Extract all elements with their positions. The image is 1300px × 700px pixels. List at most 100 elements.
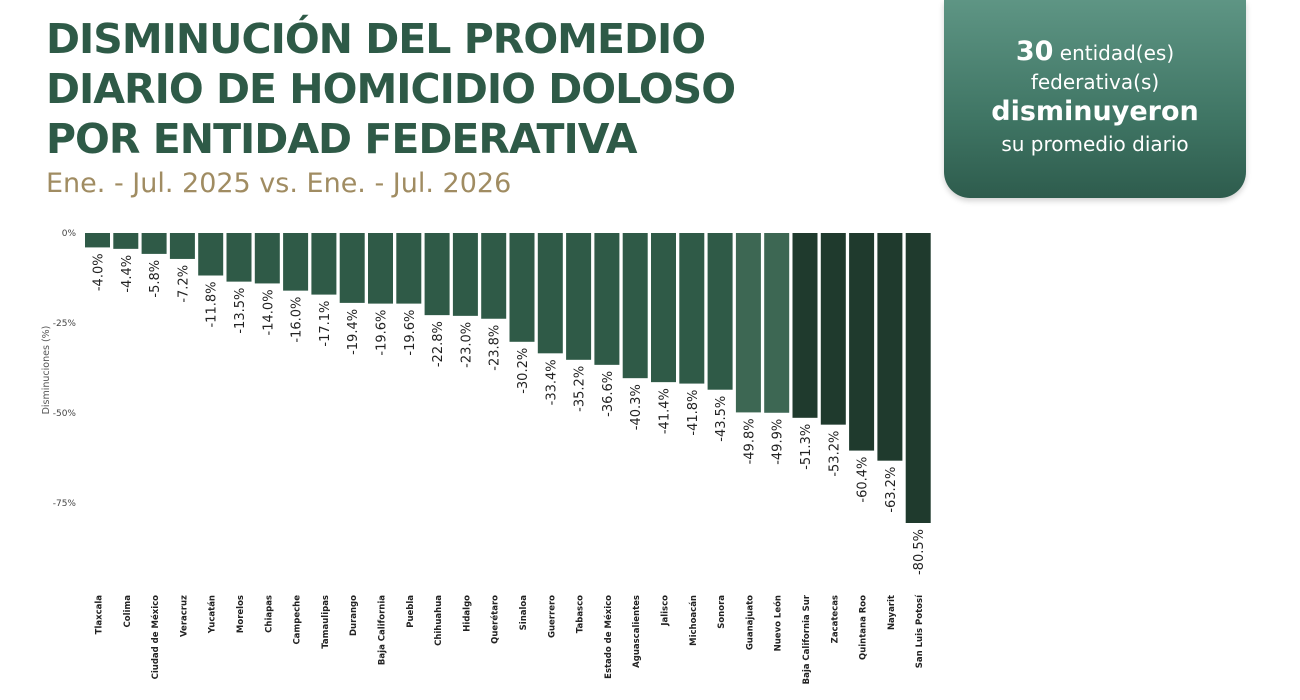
bar-value-label: -4.0% — [92, 253, 107, 291]
category-label: Jalisco — [661, 595, 671, 627]
callout-line-2: federativa(s) — [1030, 70, 1160, 94]
bar-value-label: -41.4% — [658, 388, 673, 434]
bar-value-label: -11.8% — [205, 282, 220, 328]
y-axis-title: Disminuciones (%) — [41, 326, 52, 415]
category-label: Hidalgo — [462, 595, 472, 632]
bar — [622, 233, 648, 379]
bar — [679, 233, 705, 384]
bar — [877, 233, 903, 461]
bar — [735, 233, 761, 413]
bar — [368, 233, 393, 304]
callout-line-1: 30 entidad(es) — [944, 36, 1246, 67]
bar — [481, 233, 507, 319]
bar — [283, 233, 309, 291]
category-label: Morelos — [236, 595, 246, 633]
bar-value-label: -4.4% — [120, 255, 135, 293]
category-label: Guerrero — [547, 595, 557, 638]
category-label: Sonora — [717, 595, 727, 629]
bar-value-label: -22.8% — [431, 321, 446, 367]
bar-value-label: -63.2% — [884, 467, 899, 513]
category-label: Ciudad de México — [150, 595, 161, 680]
bar — [651, 233, 676, 383]
category-label: Quintana Roo — [859, 595, 869, 660]
summary-callout: 30 entidad(es) federativa(s) disminuyero… — [944, 0, 1246, 198]
bar — [566, 233, 592, 360]
bar — [396, 233, 422, 304]
category-label: Campeche — [293, 595, 303, 645]
y-tick-label: -50% — [53, 409, 77, 419]
bar-value-label: -16.0% — [290, 297, 305, 343]
bar — [254, 233, 280, 284]
callout-line-4: su promedio diario — [1001, 132, 1189, 156]
category-label: Michoacán — [689, 595, 699, 646]
bar-value-label: -13.5% — [233, 288, 248, 334]
bar-value-label: -19.6% — [403, 310, 418, 356]
bar-value-label: -19.4% — [346, 309, 361, 355]
title-line-2: DIARIO DE HOMICIDIO DOLOSO — [46, 65, 736, 113]
bar-value-label: -40.3% — [629, 384, 644, 430]
category-label: Tabasco — [576, 595, 586, 633]
category-label: Puebla — [406, 595, 416, 628]
bar — [849, 233, 875, 451]
page-subtitle: Ene. - Jul. 2025 vs. Ene. - Jul. 2026 — [46, 168, 512, 199]
bar — [594, 233, 620, 365]
bar-value-label: -41.8% — [686, 390, 701, 436]
bar-value-label: -49.8% — [742, 418, 757, 464]
bar — [113, 233, 139, 249]
y-tick-label: -25% — [53, 319, 77, 329]
bar — [226, 233, 252, 282]
category-label: Durango — [349, 595, 359, 636]
bar-value-label: -35.2% — [573, 366, 588, 412]
bar — [141, 233, 167, 254]
bar — [85, 233, 110, 248]
category-label: Aguascalientes — [632, 595, 642, 668]
category-label: Chihuahua — [434, 595, 444, 646]
callout-count: 30 — [1015, 36, 1054, 67]
bar — [509, 233, 535, 342]
category-label: Nuevo León — [773, 595, 784, 651]
title-line-3: POR ENTIDAD FEDERATIVA — [46, 115, 637, 163]
category-label: Nayarit — [887, 595, 897, 630]
bar-value-label: -53.2% — [827, 431, 842, 477]
bar-value-label: -43.5% — [714, 396, 729, 442]
bar-value-label: -51.3% — [799, 424, 814, 470]
category-label: Guanajuato — [745, 595, 755, 650]
category-label: San Luis Potosí — [915, 594, 925, 668]
bar — [339, 233, 365, 303]
bar-value-label: -5.8% — [148, 260, 163, 298]
category-label: Veracruz — [179, 595, 189, 637]
bar-value-label: -80.5% — [912, 529, 927, 575]
bar — [764, 233, 790, 413]
category-label: Zacatecas — [830, 595, 840, 643]
bar — [424, 233, 450, 316]
bar-value-label: -7.2% — [176, 265, 191, 303]
y-tick-label: 0% — [62, 229, 77, 239]
y-tick-label: -75% — [53, 499, 77, 509]
bar-value-label: -17.1% — [318, 301, 333, 347]
bar — [820, 233, 846, 425]
bar-value-label: -23.0% — [459, 322, 474, 368]
bar — [707, 233, 733, 390]
category-label: Baja California — [378, 595, 388, 665]
bar-value-label: -14.0% — [261, 289, 276, 335]
category-label: Estado de México — [603, 595, 614, 679]
bar — [311, 233, 337, 295]
bar-chart: Disminuciones (%) 0% -25% -50% -75% -4.0% Tlax… — [41, 229, 931, 684]
bar-value-label: -49.9% — [771, 419, 786, 465]
callout-count-suffix: entidad(es) — [1059, 41, 1175, 65]
bar — [537, 233, 563, 354]
bar — [452, 233, 478, 316]
bar — [905, 233, 931, 523]
bar — [198, 233, 224, 276]
bar-value-label: -60.4% — [856, 457, 871, 503]
category-label: Colima — [123, 595, 133, 628]
category-label: Yucatán — [208, 595, 218, 634]
category-label: Tlaxcala — [95, 595, 105, 635]
bar-value-label: -36.6% — [601, 371, 616, 417]
bar — [792, 233, 818, 418]
callout-line-3: disminuyeron — [991, 96, 1199, 127]
category-label: Sinaloa — [519, 595, 529, 631]
title-line-1: DISMINUCIÓN DEL PROMEDIO — [46, 15, 706, 63]
bar-value-label: -30.2% — [516, 348, 531, 394]
category-label: Tamaulipas — [321, 595, 331, 649]
